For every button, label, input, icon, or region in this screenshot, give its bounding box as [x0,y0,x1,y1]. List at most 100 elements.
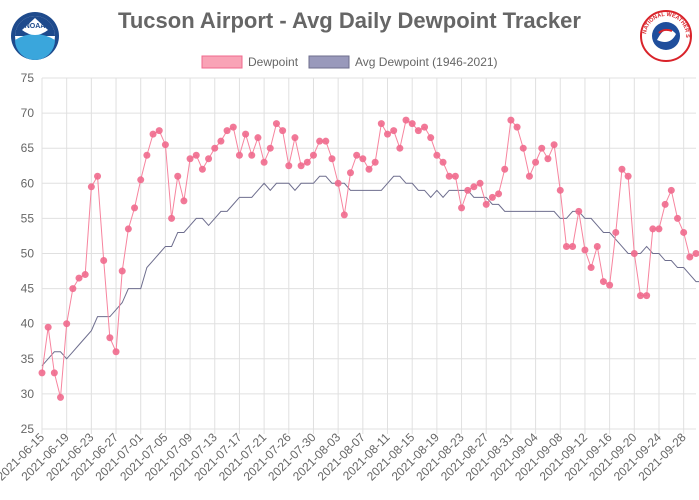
dewpoint-point[interactable] [149,130,157,138]
dewpoint-point[interactable] [155,127,163,135]
dewpoint-point[interactable] [587,264,595,272]
legend-label-dewpoint[interactable]: Dewpoint [248,55,299,69]
dewpoint-point[interactable] [451,172,459,180]
dewpoint-point[interactable] [266,144,274,152]
dewpoint-point[interactable] [575,207,583,215]
dewpoint-point[interactable] [57,393,65,401]
dewpoint-point[interactable] [673,214,681,222]
dewpoint-point[interactable] [322,137,330,145]
dewpoint-point[interactable] [161,141,169,149]
dewpoint-point[interactable] [532,158,540,166]
dewpoint-point[interactable] [279,127,287,135]
dewpoint-point[interactable] [217,137,225,145]
dewpoint-point[interactable] [44,323,52,331]
dewpoint-point[interactable] [427,134,435,142]
dewpoint-point[interactable] [661,200,669,208]
dewpoint-point[interactable] [519,144,527,152]
dewpoint-point[interactable] [248,151,256,159]
dewpoint-point[interactable] [439,158,447,166]
dewpoint-point[interactable] [94,172,102,180]
dewpoint-point[interactable] [303,158,311,166]
dewpoint-point[interactable] [137,176,145,184]
dewpoint-point[interactable] [390,127,398,135]
dewpoint-point[interactable] [692,250,699,257]
dewpoint-point[interactable] [433,151,441,159]
dewpoint-point[interactable] [100,257,108,265]
dewpoint-point[interactable] [81,271,89,279]
dewpoint-point[interactable] [309,151,317,159]
dewpoint-point[interactable] [272,120,280,128]
dewpoint-point[interactable] [168,214,176,222]
dewpoint-point[interactable] [562,242,570,250]
dewpoint-point[interactable] [359,155,367,163]
dewpoint-point[interactable] [328,155,336,163]
dewpoint-point[interactable] [556,186,564,194]
dewpoint-point[interactable] [63,320,71,328]
dewpoint-point[interactable] [285,162,293,170]
dewpoint-point[interactable] [464,186,472,194]
dewpoint-point[interactable] [112,348,120,356]
dewpoint-point[interactable] [260,158,268,166]
dewpoint-point[interactable] [186,155,194,163]
dewpoint-point[interactable] [569,242,577,250]
dewpoint-point[interactable] [618,165,626,173]
dewpoint-point[interactable] [198,165,206,173]
dewpoint-point[interactable] [686,253,694,261]
dewpoint-point[interactable] [470,183,478,191]
dewpoint-point[interactable] [143,151,151,159]
dewpoint-point[interactable] [371,158,379,166]
dewpoint-point[interactable] [550,141,558,149]
legend-label-average[interactable]: Avg Dewpoint (1946-2021) [355,55,498,69]
dewpoint-point[interactable] [501,165,509,173]
dewpoint-point[interactable] [316,137,324,145]
legend-swatch-average[interactable] [308,55,350,69]
dewpoint-point[interactable] [513,123,521,131]
dewpoint-point[interactable] [106,334,114,342]
dewpoint-point[interactable] [655,225,663,233]
dewpoint-point[interactable] [445,172,453,180]
dewpoint-point[interactable] [396,144,404,152]
dewpoint-point[interactable] [353,151,361,159]
dewpoint-point[interactable] [235,151,243,159]
dewpoint-point[interactable] [599,278,607,286]
dewpoint-point[interactable] [482,200,490,208]
dewpoint-point[interactable] [624,172,632,180]
dewpoint-point[interactable] [476,179,484,187]
dewpoint-point[interactable] [593,242,601,250]
dewpoint-point[interactable] [174,172,182,180]
dewpoint-point[interactable] [612,228,620,236]
dewpoint-point[interactable] [131,204,139,212]
dewpoint-point[interactable] [680,228,688,236]
legend-swatch-dewpoint[interactable] [201,55,243,69]
dewpoint-point[interactable] [254,134,262,142]
dewpoint-point[interactable] [346,169,354,177]
dewpoint-point[interactable] [606,281,614,289]
dewpoint-point[interactable] [87,183,95,191]
dewpoint-point[interactable] [488,193,496,201]
dewpoint-point[interactable] [630,250,638,257]
dewpoint-point[interactable] [408,120,416,128]
dewpoint-point[interactable] [223,127,231,135]
dewpoint-point[interactable] [667,186,675,194]
dewpoint-point[interactable] [69,285,77,293]
dewpoint-point[interactable] [297,162,305,170]
dewpoint-point[interactable] [334,179,342,187]
dewpoint-point[interactable] [205,155,213,163]
dewpoint-point[interactable] [507,116,515,124]
dewpoint-point[interactable] [538,144,546,152]
dewpoint-point[interactable] [643,292,651,300]
dewpoint-point[interactable] [242,130,250,138]
dewpoint-point[interactable] [38,369,46,377]
dewpoint-point[interactable] [636,292,644,300]
dewpoint-point[interactable] [525,172,533,180]
dewpoint-point[interactable] [544,155,552,163]
dewpoint-point[interactable] [421,123,429,131]
dewpoint-point[interactable] [377,120,385,128]
dewpoint-point[interactable] [180,197,188,205]
dewpoint-point[interactable] [118,267,126,275]
dewpoint-point[interactable] [495,190,503,198]
dewpoint-point[interactable] [649,225,657,233]
dewpoint-point[interactable] [414,127,422,135]
dewpoint-point[interactable] [402,116,410,124]
dewpoint-point[interactable] [229,123,237,131]
